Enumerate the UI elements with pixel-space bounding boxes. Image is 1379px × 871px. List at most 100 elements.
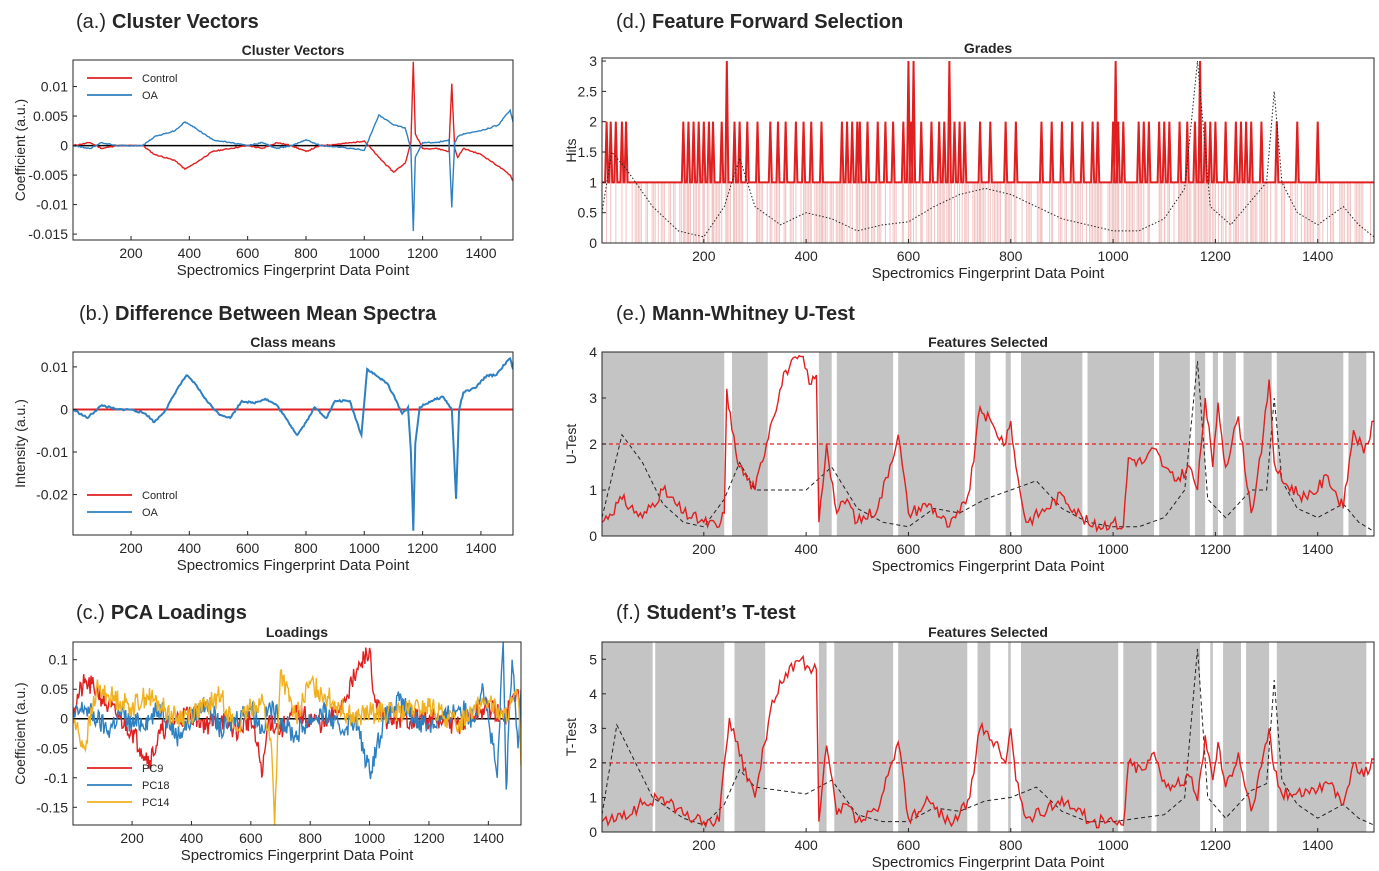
x-tick-label: 600 <box>236 540 260 556</box>
axes-box <box>72 641 522 826</box>
y-tick-label: 0.5 <box>578 205 598 221</box>
panel-heading-d: (d.) Feature Forward Selection <box>616 11 903 33</box>
x-tick-label: 1200 <box>407 540 438 556</box>
selected-feature-band <box>1212 352 1218 536</box>
x-tick-label: 1400 <box>465 245 496 261</box>
svg-text:(e.)Mann-Whitney U-Test: (e.) Mann-Whitney U-Test <box>616 303 855 325</box>
x-tick-label: 1000 <box>349 245 380 261</box>
selected-feature-band <box>734 642 766 832</box>
y-tick-label: 0 <box>589 824 597 840</box>
selected-feature-band <box>898 642 968 832</box>
plot-area <box>73 60 513 240</box>
series-line-control <box>73 61 513 182</box>
panel-heading-f: (f.) Student’s T-test <box>616 602 796 624</box>
y-tick-label: 1 <box>589 482 597 498</box>
series-line-pc18 <box>73 642 521 790</box>
y-tick-label: 3 <box>589 720 597 736</box>
x-tick-label: 400 <box>178 245 202 261</box>
panel-heading-e: (e.) Mann-Whitney U-Test <box>616 303 855 325</box>
selected-feature-band <box>1223 352 1236 536</box>
x-tick-label: 200 <box>119 245 143 261</box>
x-tick-label: 1400 <box>473 830 504 846</box>
selected-feature-band <box>602 642 653 832</box>
y-tick-label: 0.01 <box>41 359 68 375</box>
y-axis-label: U-Test <box>563 424 579 465</box>
x-tick-label: 1000 <box>1098 541 1129 557</box>
x-tick-label: 800 <box>294 245 318 261</box>
panel-title-c: PCA Loadings <box>111 602 247 624</box>
chart-title: Class means <box>250 334 336 350</box>
plot-content <box>602 60 1374 243</box>
svg-text:(f.)Student’s T-test: (f.) Student’s T-test <box>616 602 796 624</box>
panel-heading-b: (b.) Difference Between Mean Spectra <box>79 303 437 325</box>
y-axis-label: Coefficient (a.u.) <box>12 99 28 201</box>
y-tick-label: 0.05 <box>41 681 68 697</box>
y-tick-label: -0.05 <box>36 740 68 756</box>
legend-label: Control <box>142 490 177 502</box>
axes-box <box>601 57 1375 244</box>
chart-title: Cluster Vectors <box>242 42 345 58</box>
x-tick-label: 400 <box>794 248 818 264</box>
legend-label: OA <box>142 507 159 519</box>
selected-feature-band <box>1246 642 1270 832</box>
svg-text:(b.)Difference Between Mean Sp: (b.) Difference Between Mean Spectra <box>79 303 437 325</box>
chart-d: 200 400 600 800 1000 1200 1400 0 0.5 1 1.5 2 2.5 3 Gra… <box>563 40 1375 282</box>
reference-line <box>602 648 1374 826</box>
y-tick-label: -0.015 <box>28 226 68 242</box>
svg-text:(a.)Cluster Vectors: (a.) Cluster Vectors <box>76 11 259 33</box>
svg-text:(c.)PCA Loadings: (c.) PCA Loadings <box>76 602 247 624</box>
series-line-oa <box>73 108 513 232</box>
y-tick-label: 3 <box>589 390 597 406</box>
y-tick-label: 0 <box>60 138 68 154</box>
x-tick-label: 200 <box>692 248 716 264</box>
x-tick-label: 200 <box>692 541 716 557</box>
chart-b: 200 400 600 800 1000 1200 1400 -0.02 -0.01 0 0.01 C… <box>12 334 514 574</box>
x-tick-label: 1000 <box>349 540 380 556</box>
chart-title: Features Selected <box>928 334 1048 350</box>
axes-box <box>72 351 514 536</box>
x-tick-label: 1000 <box>354 830 385 846</box>
x-tick-label: 1000 <box>1098 248 1129 264</box>
axes-box <box>72 59 514 241</box>
x-tick-label: 800 <box>299 830 323 846</box>
y-tick-label: 0 <box>589 235 597 251</box>
y-tick-label: 0 <box>60 401 68 417</box>
series-line-u-test <box>602 354 1374 533</box>
y-tick-label: -0.1 <box>44 770 68 786</box>
panel-prefix-f: (f.) <box>616 602 640 624</box>
plot-content <box>73 61 513 232</box>
selected-feature-band <box>834 642 894 832</box>
y-tick-label: -0.01 <box>36 444 68 460</box>
y-tick-label: 2.5 <box>578 83 598 99</box>
panel-prefix-a: (a.) <box>76 11 106 33</box>
y-tick-label: 3 <box>589 53 597 69</box>
selected-feature-band <box>1276 642 1367 832</box>
x-tick-label: 200 <box>119 540 143 556</box>
panel-title-b: Difference Between Mean Spectra <box>115 303 437 325</box>
panel-prefix-d: (d.) <box>616 11 646 33</box>
selected-feature-band <box>655 642 725 832</box>
chart-a: 200 400 600 800 1000 1200 1400 -0.015 -0.01 -0.00… <box>12 42 514 279</box>
x-tick-label: 1200 <box>413 830 444 846</box>
x-tick-label: 1400 <box>1302 541 1333 557</box>
selected-feature-band <box>1123 642 1152 832</box>
y-tick-label: 4 <box>589 686 597 702</box>
panel-title-e: Mann-Whitney U-Test <box>652 303 855 325</box>
legend-label: OA <box>142 90 159 102</box>
plot-content <box>602 352 1374 536</box>
selected-feature-band <box>1210 642 1213 832</box>
plot-content <box>73 356 513 531</box>
hits-line <box>602 61 1374 184</box>
y-axis-label: Intensity (a.u.) <box>12 399 28 488</box>
x-axis-label: Spectromics Fingerprint Data Point <box>177 557 410 574</box>
y-tick-label: 2 <box>589 755 597 771</box>
x-tick-label: 1200 <box>1200 837 1231 853</box>
chart-title: Features Selected <box>928 624 1048 640</box>
chart-c: 200 400 600 800 1000 1200 1400 -0.15 -0.1 -0.05 0 0… <box>12 624 522 864</box>
x-tick-label: 800 <box>294 540 318 556</box>
x-tick-label: 800 <box>999 541 1023 557</box>
y-tick-label: -0.005 <box>28 167 68 183</box>
y-tick-label: 0 <box>589 528 597 544</box>
x-tick-label: 1000 <box>1098 837 1129 853</box>
